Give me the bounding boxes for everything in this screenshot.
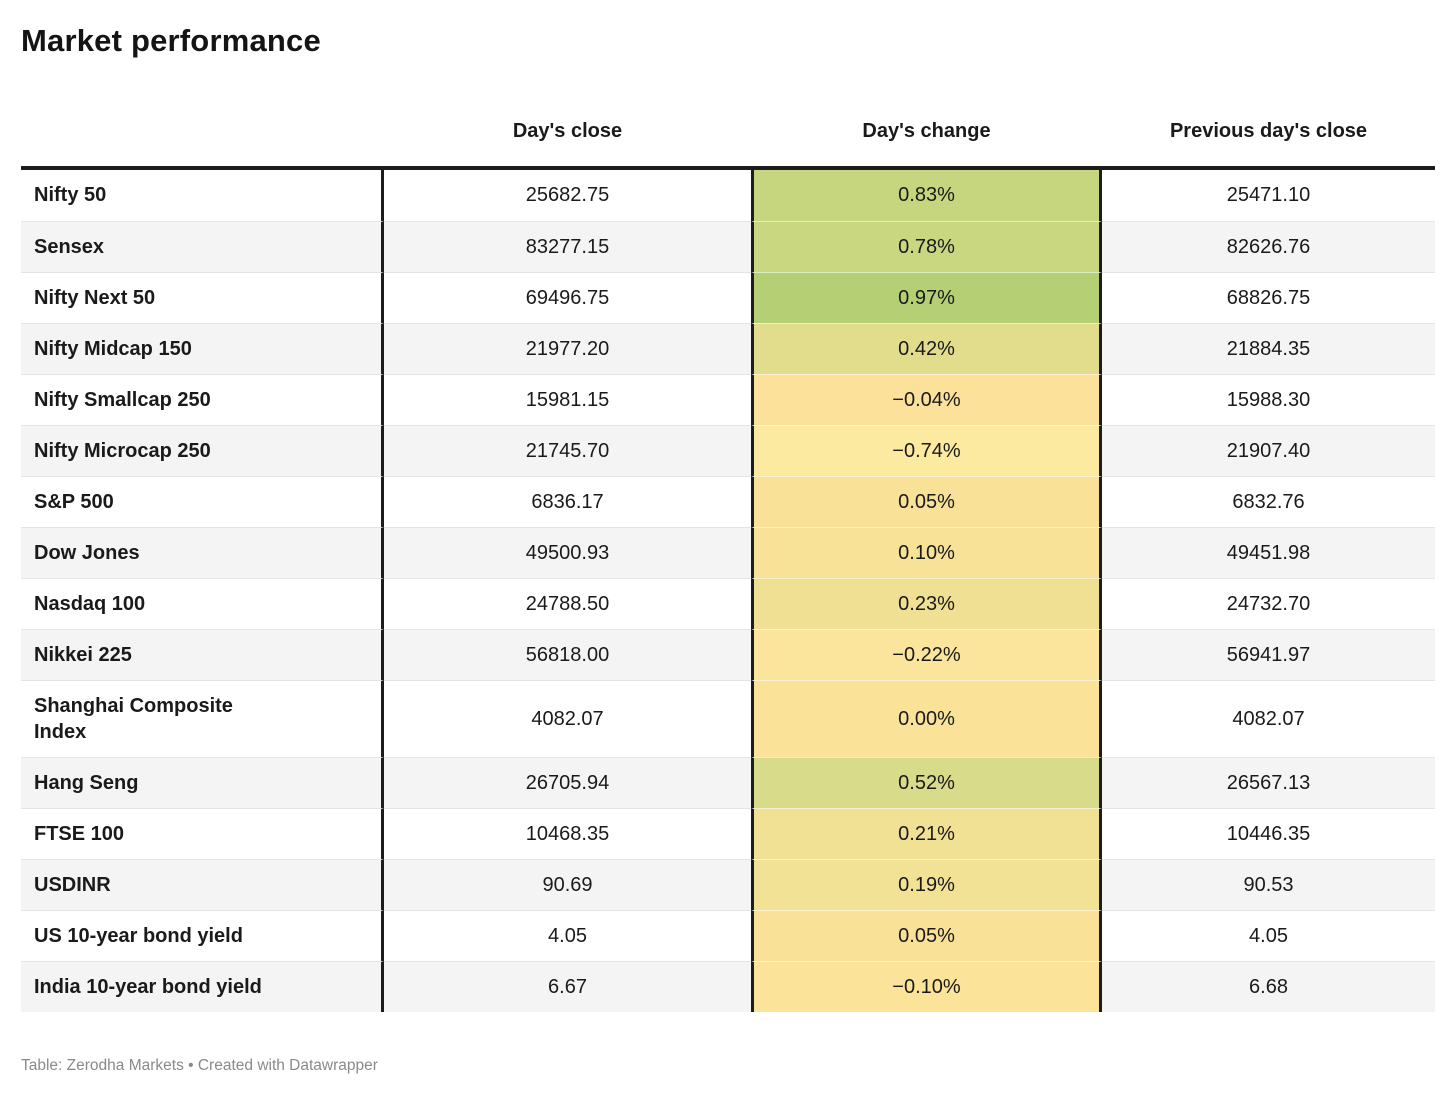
table-row: USDINR 90.69 0.19% 90.53 — [21, 858, 1435, 910]
days-close-value: 90.69 — [384, 858, 751, 910]
previous-close-value: 21907.40 — [1102, 424, 1435, 476]
days-change-value: 0.97% — [751, 271, 1102, 323]
previous-close-value: 56941.97 — [1102, 628, 1435, 680]
previous-close-value: 90.53 — [1102, 858, 1435, 910]
previous-close-value: 25471.10 — [1102, 169, 1435, 221]
previous-close-value: 10446.35 — [1102, 807, 1435, 859]
days-close-value: 6.67 — [384, 960, 751, 1012]
row-label: Nifty Next 50 — [21, 271, 384, 323]
table-header-row: Day's close Day's change Previous day's … — [21, 118, 1435, 166]
previous-close-value: 82626.76 — [1102, 220, 1435, 272]
row-label: Nikkei 225 — [21, 628, 384, 680]
table-row: Dow Jones 49500.93 0.10% 49451.98 — [21, 526, 1435, 578]
days-close-value: 24788.50 — [384, 577, 751, 629]
table-row: FTSE 100 10468.35 0.21% 10446.35 — [21, 807, 1435, 859]
row-label: Nifty Microcap 250 — [21, 424, 384, 476]
table-row: Hang Seng 26705.94 0.52% 26567.13 — [21, 756, 1435, 808]
row-label: Nifty Midcap 150 — [21, 322, 384, 374]
table-row: S&P 500 6836.17 0.05% 6832.76 — [21, 475, 1435, 527]
table-row: Nikkei 225 56818.00 −0.22% 56941.97 — [21, 628, 1435, 680]
previous-close-value: 26567.13 — [1102, 756, 1435, 808]
previous-close-value: 4082.07 — [1102, 679, 1435, 757]
days-change-value: 0.05% — [751, 475, 1102, 527]
row-label: Shanghai Composite Index — [21, 679, 384, 757]
table-row: Nifty 50 25682.75 0.83% 25471.10 — [21, 169, 1435, 221]
days-close-value: 21745.70 — [384, 424, 751, 476]
previous-close-value: 6832.76 — [1102, 475, 1435, 527]
days-change-value: −0.10% — [751, 960, 1102, 1012]
table-row: India 10-year bond yield 6.67 −0.10% 6.6… — [21, 960, 1435, 1012]
days-change-value: 0.52% — [751, 756, 1102, 808]
previous-close-value: 6.68 — [1102, 960, 1435, 1012]
days-close-value: 6836.17 — [384, 475, 751, 527]
days-change-value: 0.19% — [751, 858, 1102, 910]
row-label: FTSE 100 — [21, 807, 384, 859]
days-close-value: 4.05 — [384, 909, 751, 961]
days-change-value: 0.21% — [751, 807, 1102, 859]
days-change-value: 0.10% — [751, 526, 1102, 578]
days-change-value: 0.83% — [751, 169, 1102, 221]
previous-close-value: 68826.75 — [1102, 271, 1435, 323]
table-row: Nasdaq 100 24788.50 0.23% 24732.70 — [21, 577, 1435, 629]
days-change-value: −0.04% — [751, 373, 1102, 425]
days-change-value: 0.23% — [751, 577, 1102, 629]
column-header-days-change: Day's change — [862, 119, 991, 142]
days-change-value: 0.42% — [751, 322, 1102, 374]
previous-close-value: 49451.98 — [1102, 526, 1435, 578]
days-close-value: 83277.15 — [384, 220, 751, 272]
table-row: Nifty Midcap 150 21977.20 0.42% 21884.35 — [21, 322, 1435, 374]
days-change-value: 0.05% — [751, 909, 1102, 961]
row-label: Nifty Smallcap 250 — [21, 373, 384, 425]
days-close-value: 21977.20 — [384, 322, 751, 374]
previous-close-value: 24732.70 — [1102, 577, 1435, 629]
days-change-value: 0.00% — [751, 679, 1102, 757]
days-close-value: 15981.15 — [384, 373, 751, 425]
row-label: US 10-year bond yield — [21, 909, 384, 961]
table-row: Sensex 83277.15 0.78% 82626.76 — [21, 220, 1435, 272]
days-close-value: 25682.75 — [384, 169, 751, 221]
row-label: Hang Seng — [21, 756, 384, 808]
table-row: Nifty Microcap 250 21745.70 −0.74% 21907… — [21, 424, 1435, 476]
table-row: US 10-year bond yield 4.05 0.05% 4.05 — [21, 909, 1435, 961]
table-body: Nifty 50 25682.75 0.83% 25471.10 Sensex … — [21, 165, 1435, 1012]
row-label: Nasdaq 100 — [21, 577, 384, 629]
days-close-value: 69496.75 — [384, 271, 751, 323]
market-performance-table: Day's close Day's change Previous day's … — [21, 118, 1435, 1012]
column-header-previous-days-close: Previous day's close — [1169, 119, 1368, 142]
days-close-value: 26705.94 — [384, 756, 751, 808]
column-header-days-close: Day's close — [512, 119, 623, 142]
days-close-value: 56818.00 — [384, 628, 751, 680]
row-label: Sensex — [21, 220, 384, 272]
days-change-value: −0.22% — [751, 628, 1102, 680]
previous-close-value: 4.05 — [1102, 909, 1435, 961]
row-label: USDINR — [21, 858, 384, 910]
days-change-value: 0.78% — [751, 220, 1102, 272]
market-performance-page: Market performance Day's close Day's cha… — [21, 23, 1435, 1074]
days-change-value: −0.74% — [751, 424, 1102, 476]
page-title: Market performance — [21, 23, 321, 58]
row-label: Nifty 50 — [21, 169, 384, 221]
days-close-value: 10468.35 — [384, 807, 751, 859]
days-close-value: 49500.93 — [384, 526, 751, 578]
row-label: Dow Jones — [21, 526, 384, 578]
table-row: Nifty Smallcap 250 15981.15 −0.04% 15988… — [21, 373, 1435, 425]
table-footer-credit: Table: Zerodha Markets • Created with Da… — [21, 1056, 378, 1074]
table-row: Nifty Next 50 69496.75 0.97% 68826.75 — [21, 271, 1435, 323]
previous-close-value: 21884.35 — [1102, 322, 1435, 374]
row-label: India 10-year bond yield — [21, 960, 384, 1012]
table-row: Shanghai Composite Index 4082.07 0.00% 4… — [21, 679, 1435, 757]
days-close-value: 4082.07 — [384, 679, 751, 757]
previous-close-value: 15988.30 — [1102, 373, 1435, 425]
row-label: S&P 500 — [21, 475, 384, 527]
